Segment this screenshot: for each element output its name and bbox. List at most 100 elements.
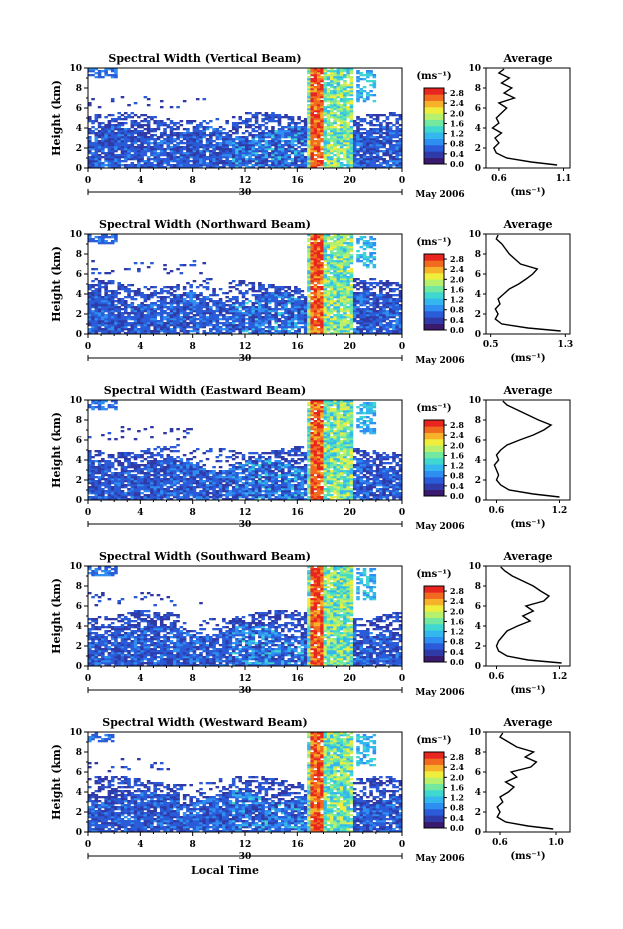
heatmap-cell [320,274,324,277]
heatmap-cell [392,330,396,333]
heatmap-cell [300,306,305,309]
heatmap-cell [284,286,288,289]
heatmap-cell [97,290,102,293]
heatmap-cell [369,80,373,83]
heatmap-cell [320,128,324,131]
heatmap-cell [385,148,390,151]
heatmap-cell [339,120,344,123]
heatmap-cell [153,320,157,323]
profile-x-label: (ms⁻¹) [510,187,545,198]
heatmap-cell [199,312,203,315]
heatmap-cell [362,240,367,243]
heatmap-cell [290,148,295,151]
heatmap-cell [379,150,383,153]
heatmap-cell [225,150,229,153]
heatmap-cell [251,158,256,161]
heatmap-cell [238,160,243,163]
heatmap-cell [359,238,364,241]
heatmap-cell [280,322,285,325]
heatmap-cell [398,162,402,165]
heatmap-cell [307,128,311,131]
heatmap-cell [310,268,314,271]
heatmap-cell [202,162,207,165]
heatmap-cell [346,68,350,71]
heatmap-cell [238,156,243,159]
heatmap-cell [159,306,164,309]
heatmap-cell [346,278,350,281]
heatmap-cell [366,322,370,325]
heatmap-cell [91,310,95,313]
heatmap-cell [343,144,347,147]
heatmap-cell [120,164,125,167]
heatmap-cell [199,134,203,137]
heatmap-cell [316,110,321,113]
heatmap-cell [186,300,190,303]
heatmap-cell [339,304,344,307]
heatmap-cell [395,156,400,159]
heatmap-cell [356,254,360,257]
heatmap-cell [150,286,154,289]
heatmap-cell [97,292,102,295]
heatmap-cell [287,332,292,334]
heatmap-cell [271,328,275,331]
heatmap-cell [287,320,292,323]
heatmap-cell [349,148,354,151]
heatmap-cell [346,102,350,105]
heatmap-cell [205,138,210,141]
heatmap-cell [241,314,246,317]
heatmap-cell [218,160,223,163]
heatmap-cell [225,144,229,147]
heatmap-cell [330,78,334,81]
heatmap-cell [349,320,354,323]
heatmap-cell [258,150,262,153]
heatmap-cell [326,298,331,301]
heatmap-cell [290,304,295,307]
heatmap-cell [313,72,318,75]
heatmap-cell [209,156,213,159]
heatmap-cell [326,94,331,97]
heatmap-cell [133,306,138,309]
profile-y-tick-label: 10 [468,64,481,74]
heatmap-cell [323,296,328,299]
heatmap-cell [146,162,151,165]
heatmap-cell [310,122,314,125]
heatmap-cell [349,296,354,299]
heatmap-cell [153,322,157,325]
heatmap-cell [372,286,377,289]
heatmap-cell [169,150,174,153]
heatmap-cell [245,136,249,139]
heatmap-cell [316,142,321,145]
heatmap-cell [218,330,223,333]
heatmap-cell [267,114,272,117]
heatmap-cell [114,310,118,313]
heatmap-cell [307,136,311,139]
heatmap-cell [346,122,350,125]
heatmap-cell [343,320,347,323]
heatmap-cell [97,282,102,285]
heatmap-cell [310,148,314,151]
heatmap-cell [336,72,341,75]
heatmap-cell [241,304,246,307]
heatmap-cell [326,248,331,251]
heatmap-cell [189,152,193,155]
heatmap-cell [231,318,236,321]
heatmap-cell [107,314,112,317]
heatmap-cell [140,302,144,305]
heatmap-cell [222,154,226,157]
heatmap-cell [163,296,167,299]
heatmap-cell [130,312,135,315]
heatmap-cell [110,308,115,311]
heatmap-cell [94,310,99,313]
heatmap-cell [186,292,190,295]
heatmap-cell [235,328,239,331]
heatmap-cell [359,314,364,317]
heatmap-cell [88,294,92,297]
heatmap-cell [218,148,223,151]
heatmap-cell [251,328,256,331]
heatmap-cell [159,320,164,323]
heatmap-cell [231,150,236,153]
heatmap-cell [339,272,344,275]
heatmap-cell [123,290,128,293]
heatmap-cell [173,312,177,315]
heatmap-cell [88,70,92,73]
